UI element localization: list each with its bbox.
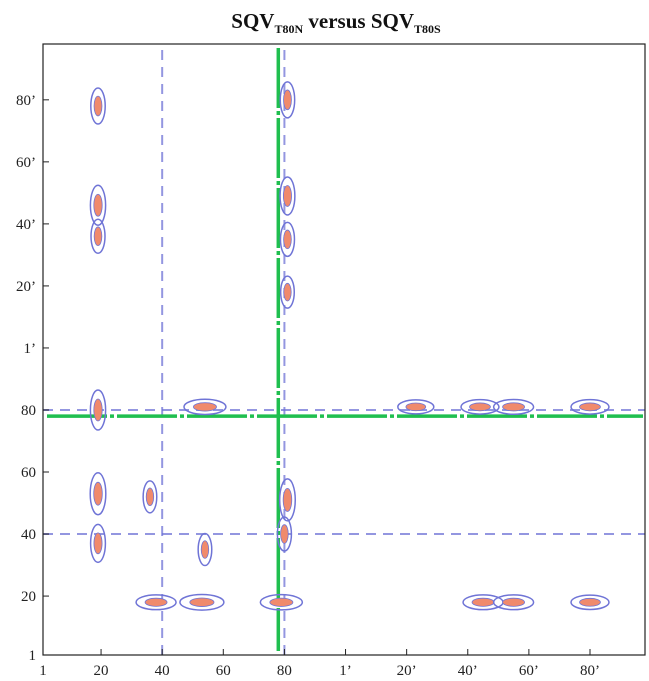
contour-peak-outer-12 xyxy=(278,478,297,522)
contour-peak-outer-8 xyxy=(279,81,296,119)
chart-title: SQVT80N versus SQVT80S xyxy=(231,9,441,36)
contour-peak-core-4 xyxy=(93,481,103,506)
contour-peak-outer-10 xyxy=(279,221,296,258)
contour-peak-core-16 xyxy=(189,597,215,607)
contour-peak-outer-1 xyxy=(89,184,107,227)
contour-peak-core-9 xyxy=(282,185,292,207)
contour-peak-outer-11 xyxy=(279,275,296,309)
contour-peak-core-14 xyxy=(269,597,294,607)
chart-title-part-2: SQV xyxy=(371,9,414,33)
contour-peak-core-24 xyxy=(579,402,601,412)
x-tick-label: 80 xyxy=(277,663,292,679)
contour-peak-core-7 xyxy=(200,540,210,559)
contour-peak-outer-9 xyxy=(279,176,296,216)
contour-peak-core-10 xyxy=(283,229,292,250)
x-tick-label: 60’ xyxy=(519,663,539,679)
contour-peak-core-17 xyxy=(471,597,495,607)
contour-peak-core-6 xyxy=(145,487,155,507)
x-tick-label: 20’ xyxy=(397,663,417,679)
contour-peak-outer-18 xyxy=(492,594,535,611)
contour-peak-outer-6 xyxy=(142,480,158,514)
contour-peak-core-3 xyxy=(93,398,103,422)
y-tick-label: 40 xyxy=(21,527,36,543)
y-tick-label: 80 xyxy=(21,403,36,419)
contour-peak-core-0 xyxy=(93,95,103,117)
contour-peak-outer-16 xyxy=(179,593,225,611)
contour-peak-outer-22 xyxy=(460,398,500,415)
contour-peak-core-21 xyxy=(405,402,427,412)
chart-title-part-1: SQV xyxy=(231,9,274,33)
contour-peak-outer-21 xyxy=(397,399,435,415)
contour-peak-outer-23 xyxy=(492,398,535,416)
contour-peak-core-5 xyxy=(93,532,103,555)
contour-peak-outer-19 xyxy=(570,594,610,611)
contour-peak-core-18 xyxy=(502,597,525,607)
y-tick-label: 1 xyxy=(29,648,37,664)
contour-peak-outer-14 xyxy=(259,593,304,611)
y-tick-label: 20’ xyxy=(16,279,36,295)
chart-title-subscript-2: T80S xyxy=(414,22,441,36)
x-tick-label: 1 xyxy=(39,663,47,679)
contour-peak-core-11 xyxy=(283,282,292,302)
contour-peak-outer-13 xyxy=(276,516,293,552)
contour-peak-outer-15 xyxy=(135,594,177,611)
chart-title-subscript-1: T80N xyxy=(274,22,303,36)
contour-peak-core-12 xyxy=(282,487,293,512)
contour-peak-outer-3 xyxy=(89,389,107,431)
contour-peak-outer-24 xyxy=(570,398,610,415)
contour-peak-core-15 xyxy=(144,597,168,607)
plot-area xyxy=(43,44,645,655)
contour-peak-core-13 xyxy=(280,524,289,544)
x-tick-label: 1’ xyxy=(339,663,352,679)
axes: 11 20 20 40 40 60 60 80 80 1’ 1’ 20’ 20’ 40’ 40’ 60’ 60’… xyxy=(16,43,646,679)
y-tick-label: 40’ xyxy=(16,217,36,233)
contour-peak-outer-4 xyxy=(89,471,107,516)
x-tick-label: 40 xyxy=(155,663,170,679)
x-tick-label: 80’ xyxy=(580,663,600,679)
x-tick-label: 20 xyxy=(94,663,109,679)
contour-peak-core-19 xyxy=(579,597,601,607)
y-tick-label: 80’ xyxy=(16,93,36,109)
axes-frame xyxy=(42,43,646,656)
y-tick-label: 20 xyxy=(21,589,36,605)
contour-peak-core-2 xyxy=(93,226,103,247)
contour-peak-outer-0 xyxy=(90,87,106,125)
contour-peak-core-22 xyxy=(469,402,491,412)
contour-peak-outer-20 xyxy=(183,398,227,416)
contour-peak-core-8 xyxy=(283,89,292,111)
contour-peak-outer-5 xyxy=(89,523,107,564)
contour-peak-core-1 xyxy=(93,193,103,217)
contour-peak-core-23 xyxy=(502,402,525,412)
chart-title-middle: versus xyxy=(303,9,371,33)
x-tick-label: 60 xyxy=(216,663,231,679)
y-tick-label: 60’ xyxy=(16,155,36,171)
y-tick-label: 1’ xyxy=(24,341,37,357)
contour-peak-core-20 xyxy=(193,402,217,412)
plot-background xyxy=(43,44,645,655)
x-tick-label: 40’ xyxy=(458,663,478,679)
contour-peak-outer-2 xyxy=(90,218,106,255)
contour-peak-outer-7 xyxy=(197,532,213,567)
y-tick-label: 60 xyxy=(21,465,36,481)
